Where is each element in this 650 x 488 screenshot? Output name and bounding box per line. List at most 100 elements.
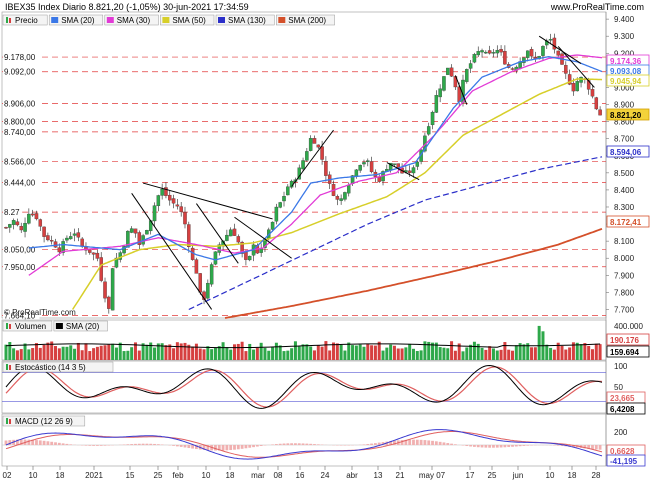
- x-tick-label: 10: [202, 471, 211, 480]
- volume-bar: [77, 343, 80, 360]
- volume-bar: [321, 347, 324, 360]
- macd-hist-bar: [477, 445, 480, 447]
- legend-label: SMA (20): [61, 16, 95, 25]
- candle-body: [31, 214, 34, 215]
- candle-body: [416, 162, 419, 167]
- macd-hist-bar: [191, 445, 194, 449]
- candle-body: [96, 253, 99, 258]
- volume-bar: [382, 351, 385, 360]
- macd-hist-bar: [187, 445, 190, 448]
- legend-label: SMA (200): [288, 16, 326, 25]
- candle-body: [393, 164, 396, 165]
- macd-hist-bar: [146, 444, 149, 445]
- volume-bar: [275, 343, 278, 360]
- volume-bar: [286, 351, 289, 360]
- stoch-tick-label: 50: [614, 383, 623, 392]
- candle-body: [595, 98, 598, 109]
- macd-hist-bar: [424, 440, 427, 445]
- y-tick-label: 9.400: [614, 15, 635, 24]
- legend-swatch: [278, 17, 285, 23]
- candle-body: [526, 51, 529, 58]
- candle-body: [4, 227, 7, 228]
- horizontal-level-label: 8.444,00: [4, 178, 36, 187]
- x-tick-label: may 07: [419, 471, 446, 480]
- volume-bar: [370, 345, 373, 360]
- volume-bar: [446, 348, 449, 360]
- watermark: © ProRealTime.com: [4, 308, 76, 317]
- volume-bar: [43, 345, 46, 360]
- macd-hist-bar: [370, 444, 373, 445]
- volume-bar: [256, 348, 259, 360]
- macd-hist-bar: [523, 445, 526, 446]
- volume-bar: [267, 351, 270, 360]
- x-tick-label: 25: [154, 471, 163, 480]
- candle-body: [305, 151, 308, 160]
- volume-bar: [374, 346, 377, 360]
- volume-bar: [488, 346, 491, 360]
- legend-label: SMA (50): [172, 16, 206, 25]
- candle-body: [103, 282, 106, 298]
- volume-bar: [130, 347, 133, 360]
- candle-body: [572, 83, 575, 91]
- volume-bar: [58, 348, 61, 360]
- candle-body: [176, 205, 179, 206]
- macd-hist-bar: [313, 444, 316, 445]
- macd-hist-bar: [130, 444, 133, 445]
- candle-body: [39, 220, 42, 227]
- macd-hist-bar: [450, 444, 453, 445]
- candle-body: [233, 229, 236, 236]
- candle-body: [16, 222, 19, 225]
- candle-body: [324, 161, 327, 175]
- brand-link[interactable]: www.ProRealTime.com: [551, 2, 644, 12]
- legend-swatch: [56, 323, 63, 329]
- candle-body: [50, 240, 53, 241]
- volume-bar: [263, 348, 266, 360]
- macd-hist-bar: [286, 443, 289, 445]
- candle-body: [480, 50, 483, 52]
- macd-hist-bar: [378, 443, 381, 445]
- volume-bar: [271, 347, 274, 360]
- volume-bar: [393, 346, 396, 360]
- volume-bar: [73, 349, 76, 360]
- candle-body: [473, 54, 476, 62]
- candle-body: [248, 256, 251, 260]
- volume-bar: [309, 347, 312, 360]
- candle-body: [435, 95, 438, 112]
- candle-body: [199, 273, 202, 292]
- macd-hist-bar: [595, 445, 598, 449]
- macd-hist-bar: [290, 443, 293, 445]
- candle-body: [271, 222, 274, 229]
- candle-body: [549, 39, 552, 40]
- volume-bar: [568, 347, 571, 360]
- macd-hist-bar: [180, 445, 183, 447]
- y-tick-label: 8.400: [614, 186, 635, 195]
- volume-bar: [515, 345, 518, 360]
- volume-bar: [31, 348, 34, 360]
- candle-body: [340, 199, 343, 201]
- volume-bar: [96, 347, 99, 360]
- macd-hist-bar: [222, 445, 225, 450]
- volume-bar: [5, 345, 8, 360]
- volume-bar: [35, 343, 38, 360]
- candle-body: [469, 64, 472, 69]
- volume-bar: [195, 344, 198, 360]
- macd-hist-bar: [248, 445, 251, 448]
- legend-label: Volumen: [15, 322, 46, 331]
- candle-body: [237, 236, 240, 242]
- macd-hist-bar: [46, 441, 49, 445]
- volume-bar: [46, 343, 49, 360]
- volume-bar: [538, 326, 541, 360]
- macd-hist-bar: [511, 445, 514, 447]
- macd-hist-bar: [431, 441, 434, 445]
- legend-swatch: [218, 17, 225, 23]
- macd-hist-bar: [50, 442, 53, 445]
- macd-hist-bar: [271, 444, 274, 445]
- candle-body: [145, 230, 148, 234]
- volume-bar: [561, 346, 564, 360]
- stoch-last-label: 23,665: [610, 394, 635, 403]
- volume-bar: [210, 349, 213, 360]
- candle-body: [81, 239, 84, 246]
- candle-body: [161, 189, 164, 195]
- volume-bar: [218, 346, 221, 360]
